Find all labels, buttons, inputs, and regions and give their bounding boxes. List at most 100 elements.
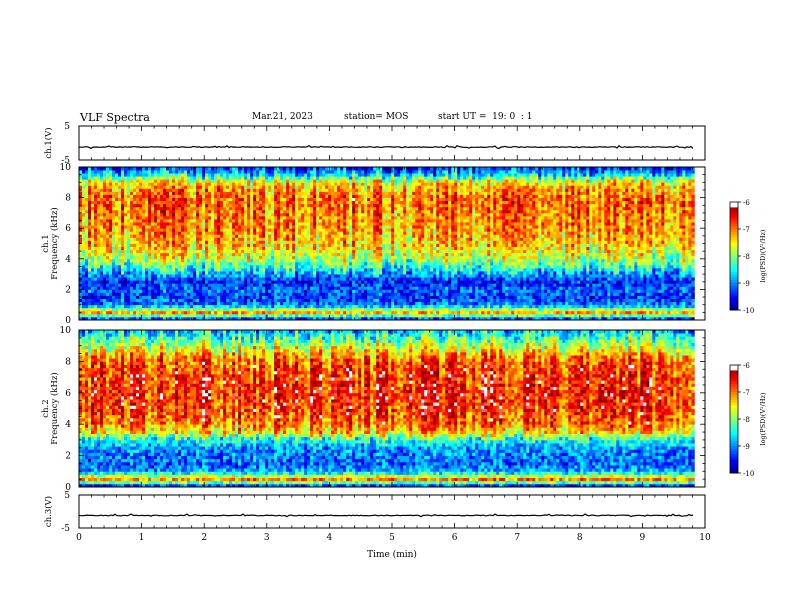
ch1-spectrogram-cell [247,212,251,217]
ch1-spectrogram-cell [178,182,182,186]
ch1-spectrogram-cell [346,182,350,186]
ch1-spectrogram-cell [334,225,338,229]
ch1-spectrogram-cell [85,206,89,211]
ch1-spectrogram-cell [253,261,257,266]
ch1-spectrogram-cell [112,167,116,171]
ch1-spectrogram-cell [88,215,92,220]
ch1-spectrogram-cell [250,298,254,303]
ch1-spectrogram-cell [208,292,212,296]
ch1-spectrogram-cell [271,200,275,205]
ch1-spectrogram-cell [295,289,299,293]
ch1-spectrogram-cell [184,246,188,251]
ch1-spectrogram-cell [169,206,173,211]
ch1-spectrogram-cell [79,307,83,312]
ch1-spectrogram-cell [148,228,152,232]
ch1-spectrogram-cell [262,167,266,171]
ch1-spectrogram-cell [310,179,314,183]
ch1-spectrogram-cell [343,298,347,303]
ch1-spectrogram-cell [274,307,278,312]
ch1-spectrogram-cell [166,295,170,299]
ch1-spectrogram-cell [178,295,182,299]
ch1-spectrogram-cell [100,203,104,208]
ch1-spectrogram-cell [316,185,320,189]
ch1-spectrogram-cell [259,277,263,281]
ch1-spectrogram-cell [217,194,221,198]
ch1-spectrogram-cell [334,167,338,171]
ch1-spectrogram-cell [205,261,209,266]
ch1-spectrogram-cell [124,264,128,269]
ch1-spectrogram-cell [364,209,368,214]
ch1-spectrogram-cell [163,264,167,269]
ch1-spectrogram-cell [145,258,149,263]
ch1-spectrogram-cell [223,249,227,254]
ch1-spectrogram-cell [91,234,95,238]
ch1-spectrogram-cell [232,310,236,315]
ch1-spectrogram-cell [220,194,224,198]
ch1-spectrogram-cell [301,277,305,281]
ch1-spectrogram-cell [244,194,248,198]
ch1-spectrogram-cell [250,295,254,299]
ch1-spectrogram-cell [157,179,161,183]
ch1-spectrogram-cell [115,307,119,312]
ch1-spectrogram-cell [271,264,275,269]
ch1-spectrogram-cell [271,188,275,192]
ch1-spectrogram-cell [349,167,353,171]
ch1-spectrogram-cell [310,313,314,318]
ch1-spectrogram-cell [250,316,254,321]
ch1-spectrogram-cell [106,274,110,278]
ch1-spectrogram-cell [139,209,143,214]
ch1-spectrogram-cell [88,286,92,290]
ch1-spectrogram-cell [232,249,236,254]
ch1-spectrogram-cell [133,267,137,272]
ch1-spectrogram-cell [277,249,281,254]
ch1-spectrogram-cell [337,246,341,251]
ch1-spectrogram-cell [214,261,218,266]
ch1-spectrogram-cell [358,203,362,208]
ch1-spectrogram-cell [220,215,224,220]
ch1-spectrogram-cell [118,212,122,217]
ch1-spectrogram-cell [367,212,371,217]
ch1-spectrogram-cell [82,170,86,174]
ch1-spectrogram-cell [310,295,314,299]
ch1-spectrogram-cell [256,255,260,260]
ch1-spectrogram-cell [331,219,335,223]
ch1-spectrogram-cell [211,222,215,226]
ch1-spectrogram-cell [145,316,149,321]
ch1-spectrogram-cell [154,289,158,293]
ch1-spectrogram-cell [250,280,254,284]
ch1-spectrogram-cell [358,277,362,281]
ch1-spectrogram-cell [241,185,245,189]
ch1-spectrogram-cell [358,310,362,315]
ch1-spectrogram-cell [202,243,206,247]
ch1-spectrogram-cell [349,209,353,214]
ch1-spectrogram-cell [235,173,239,177]
ch1-spectrogram-cell [250,283,254,287]
ch1-spectrogram-cell [358,261,362,266]
ch1-spectrogram-cell [151,176,155,180]
ch1-spectrogram-cell [79,301,83,306]
ch1-spectrogram-cell [253,277,257,281]
ch1-spectrogram-cell [115,277,119,281]
ch1-spectrogram-cell [127,228,131,232]
ch1-spectrogram-cell [355,197,359,202]
ch1-spectrogram-cell [208,316,212,321]
ch1-spectrogram-cell [211,255,215,260]
ch1-spectrogram-cell [340,264,344,269]
ch1-spectrogram-cell [193,264,197,269]
ch1-spectrogram-cell [265,231,269,235]
ch1-spectrogram-cell [283,170,287,174]
ch1-spectrogram-cell [208,206,212,211]
ch1-spectrogram-cell [364,188,368,192]
ch1-spectrogram-cell [322,298,326,303]
ch1-spectrogram-cell [361,176,365,180]
ch1-spectrogram-cell [151,188,155,192]
ch1-spectrogram-cell [88,271,92,275]
ch1-spectrogram-cell [127,274,131,278]
ch1-spectrogram-cell [241,295,245,299]
ch1-spectrogram-cell [106,261,110,266]
ch1-spectrogram-cell [178,258,182,263]
ch1-spectrogram-cell [367,310,371,315]
ch1-spectrogram-cell [289,292,293,296]
ch1-spectrogram-cell [106,188,110,192]
ch1-spectrogram-cell [97,167,101,171]
